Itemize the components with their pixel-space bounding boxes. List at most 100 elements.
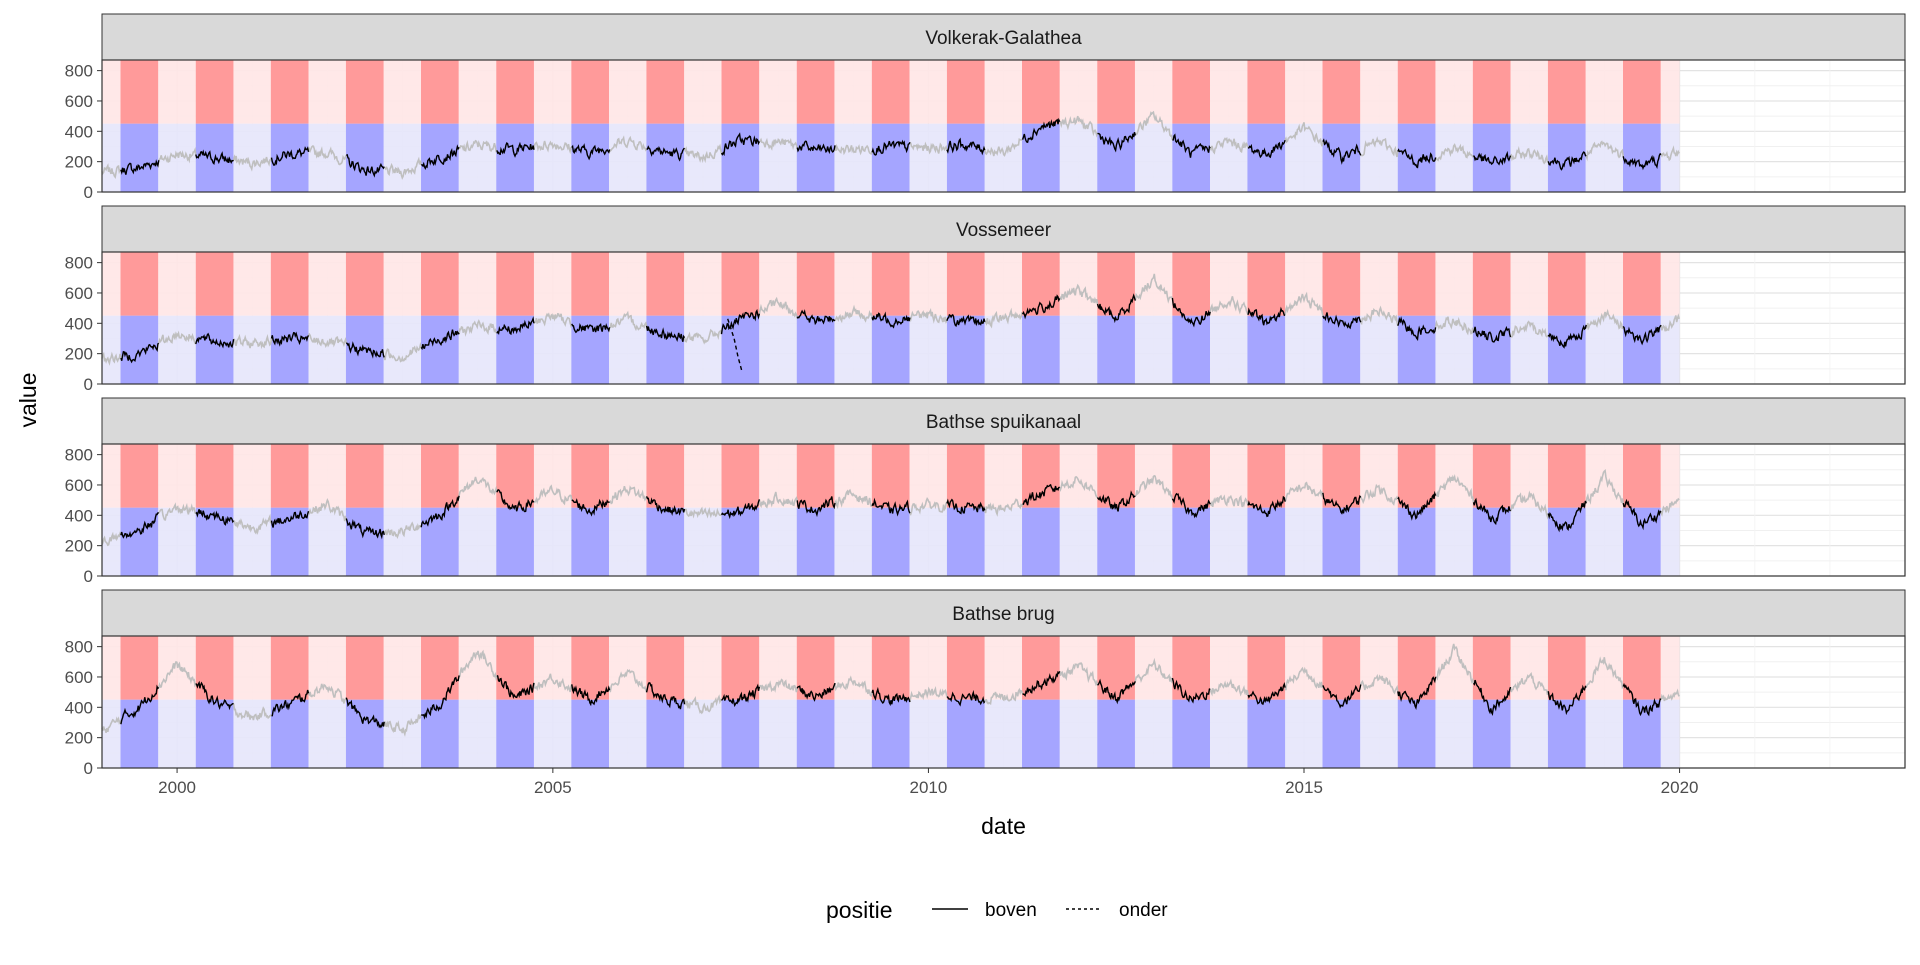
series-line-boven [1171,492,1211,519]
y-tick-label: 400 [65,506,93,525]
series-line-inactive [307,497,347,522]
series-line-boven [1171,297,1211,328]
series-line-inactive [1660,497,1680,517]
series-line-boven [1247,306,1286,326]
season-band-below [1472,315,1511,384]
series-line-boven [195,332,235,349]
season-band-below [1247,507,1286,576]
series-line-inactive [1660,313,1680,332]
series-line-boven [421,144,460,170]
season-band-above [946,252,985,316]
facet-panel: Vossemeer 0 200 400 600 800 [65,205,1906,394]
season-band-above [796,252,835,316]
series-line-boven [1622,152,1662,171]
season-band-above [721,252,760,316]
series-line-boven [946,498,986,515]
facet-strip [101,13,1906,61]
series-line-boven [1022,483,1060,506]
season-band-below [1247,315,1286,384]
series-line-boven [645,496,686,516]
season-band-below [871,123,910,192]
series-line-inactive [533,140,572,155]
series-line-inactive [101,351,122,366]
series-line-inactive [1134,474,1174,500]
series-line-inactive [1509,490,1550,520]
legend-label-boven: boven [985,900,1037,921]
series-line-boven [946,689,986,707]
season-band-below [195,699,234,768]
series-line-inactive [758,678,798,693]
season-band-above [1322,444,1361,508]
season-band-above [1322,252,1361,316]
series-line-inactive [307,332,348,349]
series-line-boven [1247,682,1286,706]
season-band-below [871,699,910,768]
season-band-above [571,60,610,124]
panel-border [101,635,1906,769]
season-band-above [120,60,159,124]
series-line-inactive [683,143,723,164]
series-line-boven [271,689,310,717]
y-tick-label: 800 [65,62,93,81]
series-line-inactive [758,296,798,319]
season-band-below [1097,123,1135,192]
series-line-boven [796,140,836,155]
season-band-below [1022,315,1060,384]
y-tick-label: 200 [65,153,93,172]
series-line-boven [421,675,460,720]
facet-label: Vossemeer [956,220,1052,241]
season-band-below [1397,507,1436,576]
series-line-inactive [101,163,121,180]
season-band-above [345,444,384,508]
season-band-above [345,252,384,316]
series-line-inactive [1509,672,1550,695]
series-line-inactive [609,668,648,693]
season-band-above [646,60,685,124]
series-line-inactive [101,716,122,733]
series-line-boven [1096,293,1136,324]
series-line-boven [720,132,761,157]
series-line-inactive [1209,494,1249,508]
season-band-below [1097,507,1135,576]
season-band-above [721,444,760,508]
panel-border [101,59,1906,193]
series-line-inactive [1284,122,1324,147]
series-line-inactive [909,496,947,516]
season-band-below [796,699,835,768]
series-line-inactive [909,686,948,703]
season-band-above [270,252,309,316]
series-line-inactive [1059,283,1099,305]
series-line-inactive [609,485,648,505]
series-line-inactive [909,307,948,324]
season-band-below [1172,123,1211,192]
season-band-below [1322,699,1361,768]
facet-label: Bathse brug [952,604,1054,625]
season-band-above [421,444,459,508]
y-tick-label: 0 [84,375,93,394]
y-tick-label: 200 [65,537,93,556]
y-tick-label: 800 [65,638,93,657]
series-line-inactive [1134,273,1173,304]
series-line-onder [727,318,743,373]
series-line-boven [1397,148,1437,169]
series-line-boven [270,331,310,347]
season-band-above [1397,60,1436,124]
season-band-above [120,252,159,316]
series-line-boven [1247,495,1286,518]
season-band-above [796,60,835,124]
series-line-inactive [683,694,722,715]
series-line-boven [720,308,761,335]
season-band-above [1022,60,1060,124]
season-band-above [195,636,234,700]
season-band-below [796,315,835,384]
series-line-boven [571,143,611,161]
facet-strip [101,205,1906,253]
y-tick-label: 600 [65,476,93,495]
season-band-below [1022,507,1060,576]
y-tick-label: 600 [65,92,93,111]
season-band-below [946,699,985,768]
series-line-inactive [1434,316,1475,336]
series-line-boven [796,682,836,702]
season-band-above [1397,252,1436,316]
